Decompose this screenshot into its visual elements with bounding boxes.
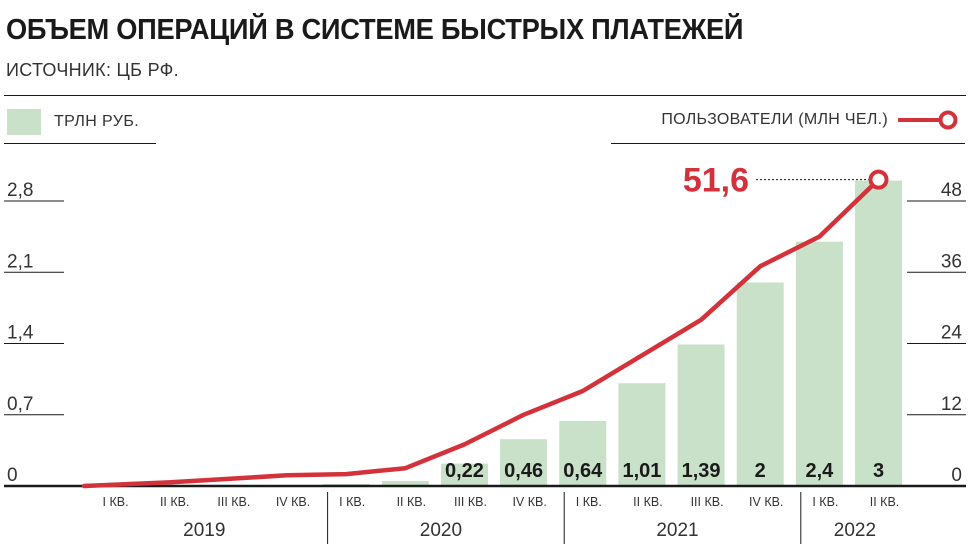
right-axis-tick-label: 48 [941,180,962,201]
x-axis-year-label: 2019 [183,520,225,541]
x-axis-quarter-label: I КВ. [103,495,129,509]
bar [500,439,548,486]
legend-line-underline [611,143,965,144]
legend-bars: ТРЛН РУБ. [7,109,139,135]
left-axis-tick-label: 1,4 [7,323,34,344]
bar-data-label: 0,64 [563,460,603,482]
x-axis-quarter-label: IV КВ. [512,495,546,509]
x-axis-quarter-label: IV КВ. [749,495,783,509]
x-axis-quarter-label: I КВ. [339,495,365,509]
bar [855,180,903,486]
x-axis-quarter-label: III КВ. [691,495,724,509]
x-axis-quarter-label: I КВ. [576,495,602,509]
x-axis-year-label: 2021 [656,520,698,541]
legend-line: ПОЛЬЗОВАТЕЛИ (МЛН ЧЕЛ.) [661,109,960,131]
x-axis-year-label: 2022 [834,520,876,541]
bar-data-label: 0,46 [504,460,543,482]
bar [440,463,488,486]
legend-bars-label: ТРЛН РУБ. [54,113,140,130]
x-axis-quarter-label: II КВ. [397,495,427,509]
bar-data-label: 3 [873,460,884,482]
bar-data-label: 1,39 [682,460,721,482]
users-line [81,177,881,489]
x-axis-quarter-label: II КВ. [160,495,190,509]
header-divider [4,95,966,96]
bar [736,282,784,486]
x-axis-quarter-label: III КВ. [454,495,487,509]
x-axis-quarter-label: I КВ. [812,495,838,509]
right-axis-tick-label: 12 [941,394,962,415]
peak-marker [868,169,889,190]
left-axis-tick-label: 0,7 [7,394,33,415]
legend-bar-swatch [7,109,41,135]
x-axis-quarter-label: II КВ. [633,495,663,509]
x-axis-year-label: 2020 [420,520,462,541]
bar [381,480,429,486]
bar-data-label: 1,01 [622,460,661,482]
right-axis-tick-label: 0 [951,465,962,486]
x-axis-quarter-label: IV КВ. [276,495,310,509]
peak-value-label: 51,6 [683,162,749,200]
bar [795,241,843,486]
bar-data-label: 2,4 [805,460,834,482]
left-axis-tick-label: 2,8 [7,180,33,201]
x-axis-quarter-label: II КВ. [870,495,900,509]
legend-line-marker-icon [898,110,958,130]
right-axis-tick-label: 36 [941,251,962,272]
left-axis-tick-label: 2,1 [7,251,33,272]
bar [618,383,666,486]
legend-bars-underline [4,143,156,144]
x-axis-quarter-label: III КВ. [217,495,250,509]
chart-source: ИСТОЧНИК: ЦБ РФ. [6,60,179,80]
left-axis-tick-label: 0 [7,465,18,486]
bar-data-label: 0,22 [445,460,484,482]
bar [677,344,725,486]
chart-title: ОБЪЕМ ОПЕРАЦИЙ В СИСТЕМЕ БЫСТРЫХ ПЛАТЕЖЕ… [6,14,744,46]
bar-data-label: 2 [755,460,766,482]
bar [559,420,607,486]
legend-line-label: ПОЛЬЗОВАТЕЛИ (МЛН ЧЕЛ.) [661,111,888,128]
right-axis-tick-label: 24 [941,323,963,344]
